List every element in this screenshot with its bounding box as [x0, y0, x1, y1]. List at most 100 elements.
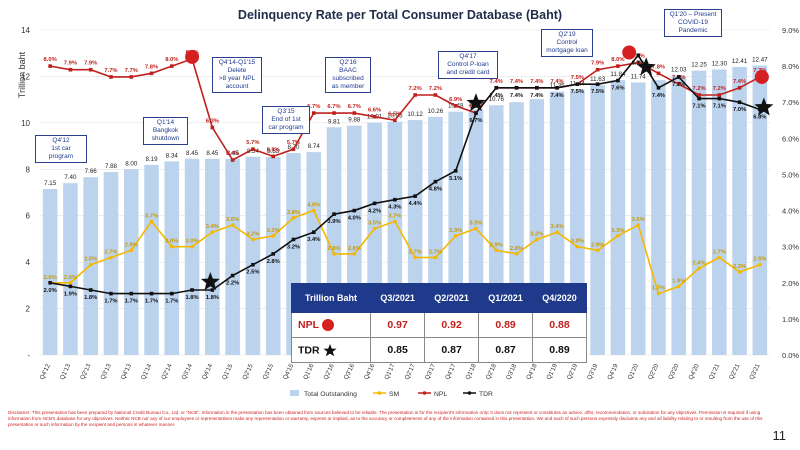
x-tick-label: Q1'19: [546, 362, 560, 380]
npl-value-label: 6.9%: [449, 97, 462, 103]
sm-value-label: 3.2%: [530, 231, 543, 237]
x-tick-label: Q4'18: [525, 362, 539, 380]
sm-point: [352, 252, 357, 256]
tdr-value-label: 2.8%: [267, 259, 280, 265]
callout-line: Q1'20 – Present: [669, 11, 717, 18]
callout-line: account: [225, 83, 249, 90]
npl-value-label: 7.2%: [429, 86, 442, 92]
bar-total-outstanding: [590, 85, 605, 356]
npl-point: [697, 93, 701, 97]
npl-point: [636, 60, 640, 65]
tdr-value-label: 7.5%: [591, 89, 604, 95]
npl-event-dot: [622, 45, 637, 60]
legend-swatch: [290, 390, 299, 396]
event-callout: Q2'19 Control mortgage loan: [541, 29, 593, 57]
npl-dot-icon: [322, 319, 334, 332]
right-tick-label: 0.0%: [782, 351, 799, 360]
right-tick-label: 5.0%: [782, 170, 799, 179]
x-tick-label: Q1'15: [221, 362, 235, 380]
summary-table: Trillion Baht Q3/2021 Q2/2021 Q1/2021 Q4…: [290, 283, 587, 363]
sm-value-label: 3.3%: [449, 228, 462, 234]
tdr-value-label: 1.7%: [165, 299, 178, 305]
sm-point: [737, 270, 742, 274]
npl-point: [676, 82, 681, 86]
tdr-value-label: 4.0%: [348, 216, 361, 222]
sm-value-label: 2.9%: [591, 242, 604, 248]
event-callout: Q1'20 – Present COVID-19 Pandemic: [664, 9, 722, 37]
sm-point: [697, 266, 701, 271]
callout-line: >8 year NPL: [218, 75, 256, 82]
npl-point: [149, 71, 154, 76]
sm-value-label: 2.4%: [692, 260, 705, 266]
sm-value-label: 3.4%: [206, 224, 219, 230]
x-tick-label: Q1'21: [708, 362, 722, 380]
x-tick-label: Q3'13: [99, 362, 113, 380]
npl-point: [616, 64, 620, 68]
tdr-point: [453, 169, 458, 173]
left-axis-label: Trillion baht: [17, 51, 27, 99]
tdr-value-label: 1.8%: [206, 295, 219, 301]
callout-line: Bangkok: [152, 127, 179, 134]
bar-value-label: 8.34: [166, 152, 179, 159]
npl-value-label: 6.7%: [327, 104, 340, 110]
bar-value-label: 12.03: [671, 67, 687, 74]
x-tick-label: Q1'13: [59, 362, 73, 380]
x-tick-label: Q3'18: [505, 362, 519, 380]
x-tick-label: Q1'18: [464, 362, 478, 380]
sm-value-label: 2.7%: [429, 250, 442, 256]
legend-label: TDR: [479, 391, 493, 398]
npl-q3-2021: 0.97: [370, 312, 426, 338]
legend-label: SM: [389, 391, 400, 398]
tdr-point: [595, 82, 600, 86]
sm-value-label: 2.5%: [84, 257, 97, 263]
disclaimer-text: Disclaimer: This presentation has been p…: [8, 410, 763, 428]
tdr-point: [129, 291, 134, 296]
npl-point: [48, 64, 52, 68]
right-tick-label: 4.0%: [782, 207, 799, 216]
x-tick-label: Q3'16: [343, 362, 357, 380]
legend-label: Total Outstanding: [304, 391, 357, 398]
sm-value-label: 3.7%: [388, 213, 401, 219]
right-tick-label: 2.0%: [782, 279, 799, 288]
npl-value-label: 6.5%: [388, 111, 401, 117]
tdr-event-star: [200, 272, 220, 291]
tdr-value-label: 7.4%: [530, 93, 543, 99]
bar-total-outstanding: [144, 164, 159, 355]
bar-total-outstanding: [265, 156, 281, 355]
npl-value-label: 7.4%: [530, 79, 543, 85]
tdr-point: [717, 96, 722, 101]
tdr-value-label: 1.8%: [185, 295, 198, 301]
sm-point: [575, 244, 580, 249]
sm-value-label: 1.7%: [652, 286, 665, 292]
sm-point: [149, 219, 154, 224]
sm-value-label: 2.9%: [125, 242, 138, 248]
bar-total-outstanding: [245, 156, 261, 355]
sm-point: [311, 208, 316, 213]
sm-value-label: 3.4%: [550, 224, 563, 230]
sm-value-label: 2.0%: [64, 275, 77, 281]
event-callout: Q1'14 Bangkok shutdown: [143, 117, 188, 145]
callout-line: and credit card: [446, 69, 490, 76]
tdr-value-label: 4.4%: [409, 201, 422, 207]
x-tick-label: Q2'15: [241, 362, 255, 380]
npl-point: [170, 64, 174, 68]
tdr-value-label: 7.4%: [510, 93, 523, 99]
tdr-point: [535, 85, 539, 90]
left-tick-label: 4: [26, 258, 31, 267]
legend-swatch-marker: [377, 391, 382, 395]
callout-line: subscribed: [332, 75, 364, 82]
callout-line: COVID-19: [678, 19, 708, 26]
bar-total-outstanding: [184, 158, 200, 355]
bar-value-label: 7.40: [64, 174, 77, 181]
bar-value-label: 11.63: [590, 76, 606, 83]
npl-point: [109, 75, 113, 79]
callout-line: Control: [556, 39, 578, 46]
npl-point: [352, 111, 357, 115]
tdr-value-label: 3.4%: [307, 237, 320, 243]
sm-point: [230, 223, 235, 227]
tdr-point: [190, 288, 194, 292]
npl-value-label: 6.7%: [348, 104, 361, 110]
x-tick-label: Q1'16: [302, 362, 316, 380]
npl-value-label: 6.6%: [368, 108, 381, 114]
tdr-value-label: 2.0%: [44, 288, 57, 294]
